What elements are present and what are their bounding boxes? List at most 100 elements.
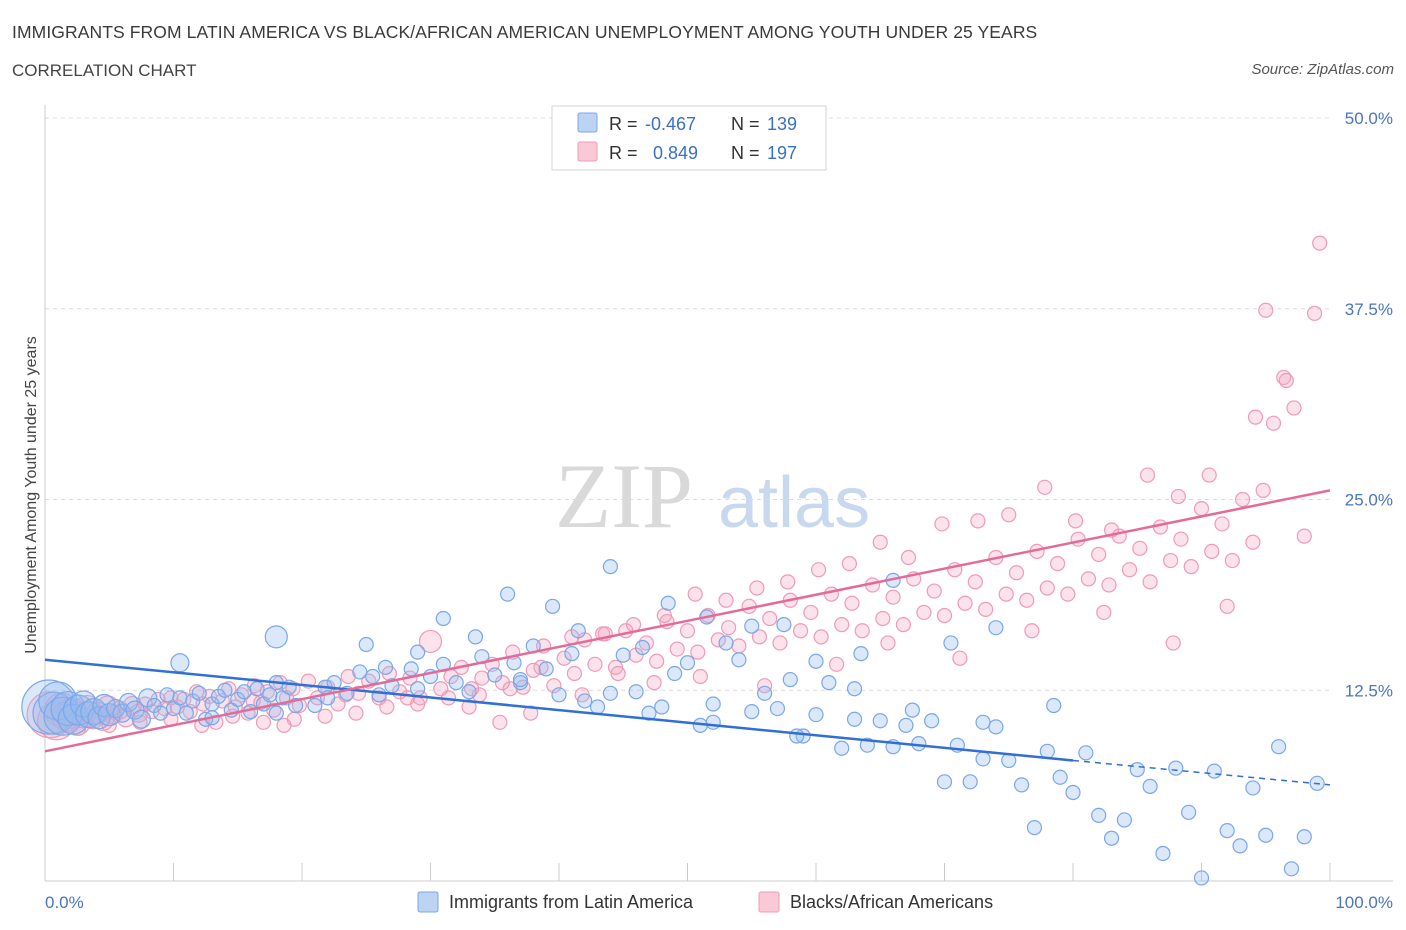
data-point (782, 671, 798, 688)
data-point (1001, 507, 1017, 523)
data-point (1091, 546, 1107, 563)
data-point (880, 635, 896, 651)
data-point (718, 635, 734, 651)
data-point (776, 617, 792, 633)
data-point (587, 656, 603, 672)
data-points (21, 235, 1328, 886)
data-point (1168, 760, 1184, 776)
data-point (1247, 409, 1264, 425)
data-point (667, 665, 683, 682)
data-point (264, 625, 288, 649)
trend-lines (44, 489, 1331, 786)
data-point (1142, 574, 1158, 590)
chart-title: IMMIGRANTS FROM LATIN AMERICA VS BLACK/A… (12, 22, 1038, 42)
data-point (377, 659, 394, 675)
data-point (1258, 302, 1274, 318)
data-point (1193, 870, 1210, 886)
legend-swatch-black (577, 141, 598, 162)
data-point (1013, 777, 1030, 793)
data-point (1070, 531, 1086, 547)
data-point (403, 661, 419, 677)
chart-subtitle: CORRELATION CHART (12, 61, 197, 80)
data-point (1312, 235, 1328, 251)
data-point (916, 604, 932, 621)
bottom-legend-swatch-black (758, 891, 780, 913)
data-point (1155, 845, 1171, 862)
axes (44, 105, 1393, 882)
data-point (551, 687, 567, 703)
data-point (792, 623, 809, 639)
data-point (1193, 501, 1210, 517)
data-point (1163, 552, 1179, 569)
data-point (317, 708, 333, 724)
data-point (834, 617, 850, 633)
data-point (577, 693, 593, 709)
data-point (846, 711, 863, 727)
data-point (1139, 467, 1156, 483)
data-point (358, 636, 374, 653)
data-point (544, 598, 561, 614)
data-point (467, 629, 484, 645)
data-point (823, 586, 840, 602)
data-point (1245, 780, 1261, 796)
data-point (762, 610, 778, 627)
data-point (1132, 540, 1148, 556)
data-point (512, 671, 529, 688)
data-point (494, 675, 511, 691)
data-point (1306, 305, 1323, 321)
data-point (705, 714, 721, 730)
data-point (898, 717, 914, 733)
data-point (1026, 819, 1043, 836)
data-point (1232, 838, 1248, 854)
data-point (634, 639, 651, 656)
data-point (679, 623, 696, 639)
data-point (844, 595, 860, 611)
data-point (178, 705, 194, 721)
y-tick-label: 12.5% (1345, 681, 1393, 700)
data-point (687, 586, 703, 602)
data-point (970, 513, 986, 529)
data-point (834, 740, 850, 756)
data-point (418, 629, 443, 654)
data-point (998, 586, 1014, 602)
watermark-atlas: atlas (718, 463, 870, 543)
data-point (410, 681, 426, 697)
legend-r-value-black: 0.849 (653, 143, 698, 163)
data-point (744, 704, 760, 720)
data-point (934, 516, 950, 532)
data-point (1019, 592, 1035, 608)
data-point (952, 650, 968, 666)
data-point (1270, 739, 1287, 755)
data-point (1214, 516, 1230, 532)
data-point (276, 717, 292, 733)
data-point (546, 678, 562, 694)
data-point (988, 719, 1004, 735)
data-point (749, 580, 765, 596)
data-point (705, 696, 721, 712)
data-point (978, 601, 994, 617)
data-point (159, 687, 175, 703)
data-point (895, 617, 911, 633)
data-point (131, 709, 151, 729)
data-point (1296, 829, 1312, 845)
data-point (1024, 623, 1040, 639)
data-point (1101, 577, 1117, 593)
data-point (772, 635, 788, 651)
grid-lines (45, 117, 1330, 691)
data-point (602, 685, 619, 701)
data-point (589, 699, 606, 715)
data-point (957, 595, 973, 611)
data-point (50, 690, 86, 727)
data-point (936, 774, 953, 790)
data-point (988, 620, 1004, 636)
data-point (846, 681, 863, 697)
data-point (1245, 534, 1261, 550)
data-point (1286, 400, 1302, 416)
data-point (967, 574, 983, 590)
data-point (172, 690, 188, 706)
watermark-zip: ZIP (555, 445, 693, 547)
data-point (808, 653, 824, 669)
series-legend: Immigrants from Latin America Blacks/Afr… (417, 891, 993, 913)
data-point (268, 705, 284, 721)
